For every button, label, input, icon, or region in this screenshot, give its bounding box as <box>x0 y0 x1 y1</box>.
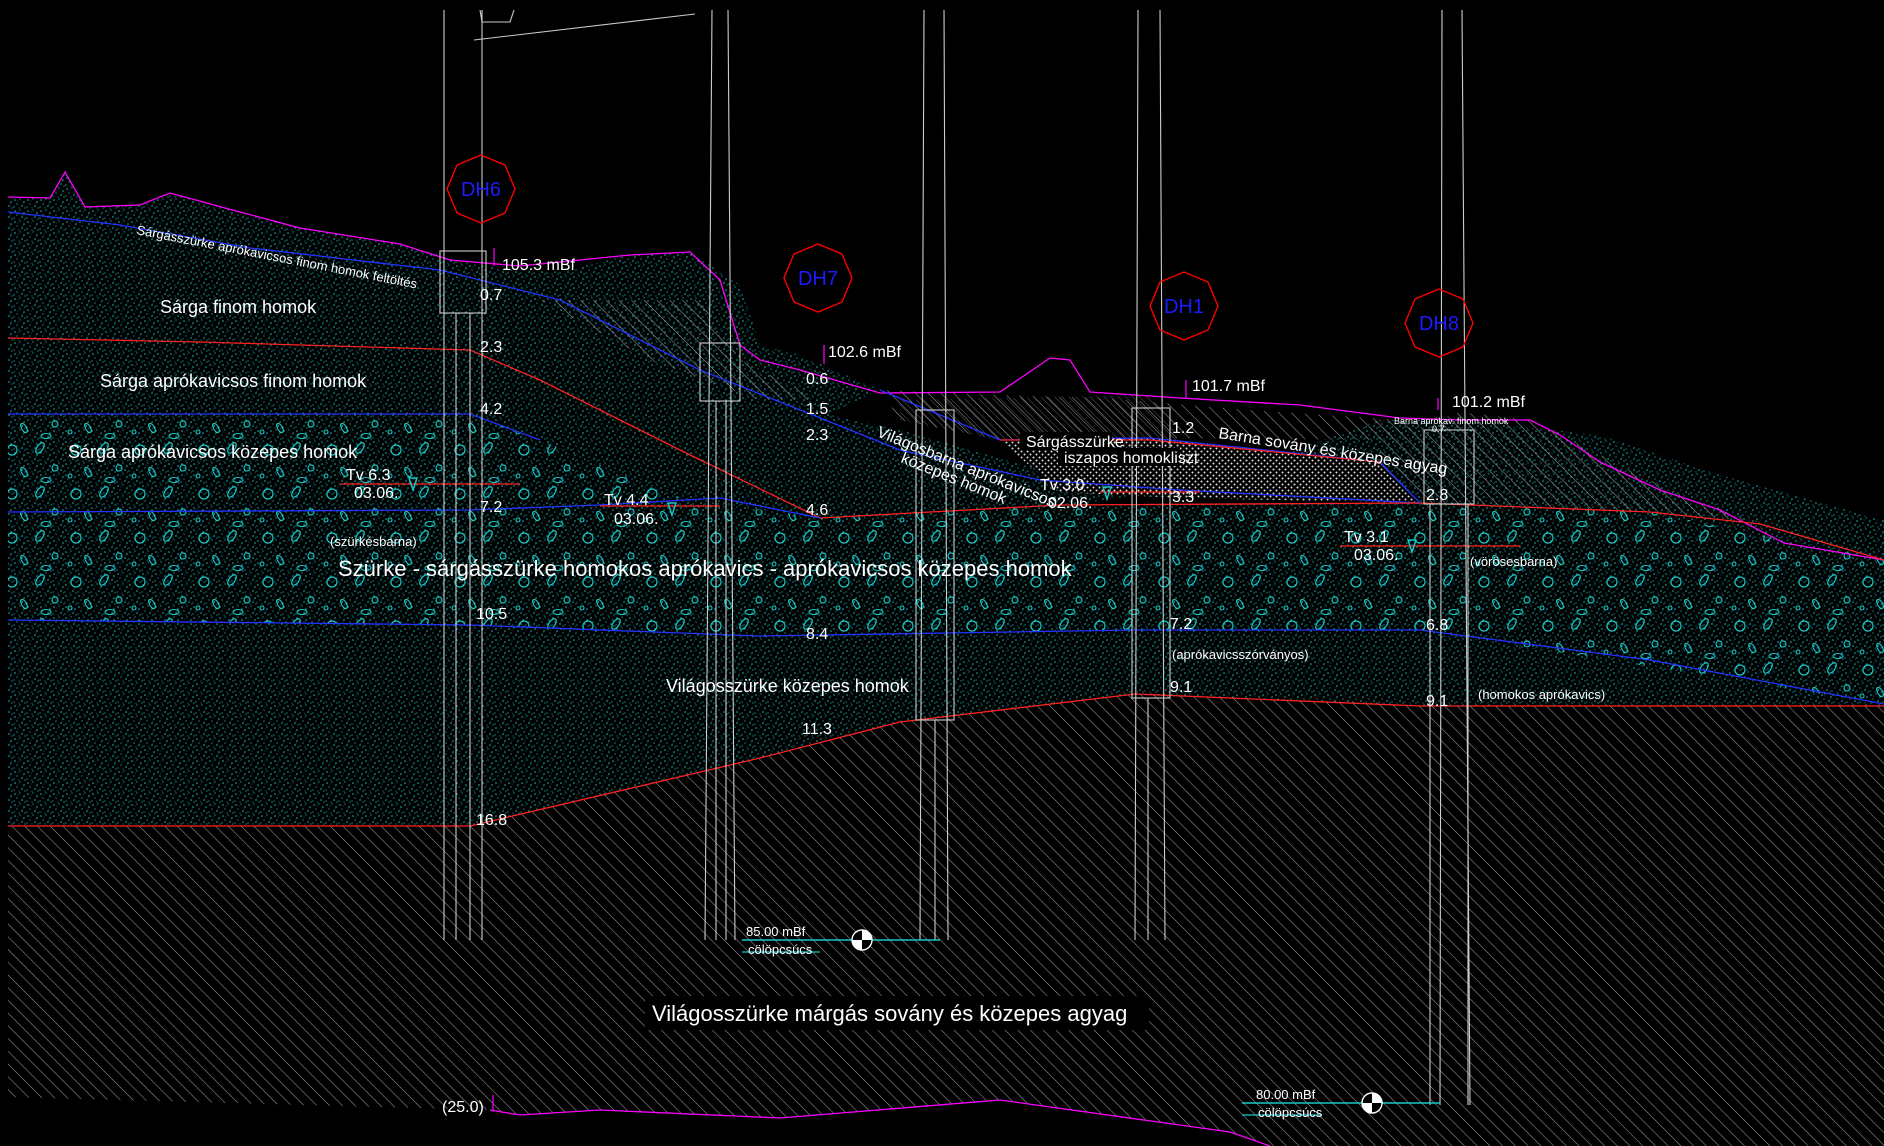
note-reddish-brown: (vörösesbarna) <box>1470 554 1557 569</box>
clay-label: Világosszürke márgás sovány és közepes a… <box>652 1001 1127 1026</box>
main-gravel-label: Szürke - sárgásszürke homokos aprókavics… <box>338 556 1073 581</box>
depth-dh6-7: (25.0) <box>442 1099 484 1116</box>
water-level-dh8: Tv 3.1 <box>1344 529 1389 546</box>
pile-tip-elevation-2: 80.00 mBf <box>1256 1087 1316 1102</box>
depth-dh6-4: 7.2 <box>480 499 502 516</box>
water-table-labels: Tv 6.3 03.06. Tv 4.4 03.06. Tv 3.0 02.06… <box>346 467 1398 564</box>
water-date-dh1: 02.06. <box>1048 495 1092 512</box>
depth-dh1-1: 1.2 <box>1172 420 1194 437</box>
dh6-id: DH6 <box>461 179 501 201</box>
pile-tip-icon <box>851 929 873 951</box>
gravel-zone <box>8 503 1884 704</box>
dh8-marker: DH8 <box>1404 288 1474 358</box>
depth-dh7-3: 2.3 <box>806 427 828 444</box>
soil-layers <box>8 172 1884 1146</box>
depth-dh1-4: 9.1 <box>1170 679 1192 696</box>
note-greyish-brown: (szürkésbarna) <box>330 534 417 549</box>
hatched-block-right <box>1380 420 1760 522</box>
depth-dh7-4: 4.6 <box>806 502 828 519</box>
light-grey-sand-zone <box>8 620 1884 826</box>
light-brown-base-line <box>879 389 1421 504</box>
fill-lens-dh1 <box>900 395 1180 440</box>
depth-dh7-5: 8.4 <box>806 626 828 643</box>
dh7-octagon <box>783 243 853 313</box>
water-date-dh6: 03.06. <box>354 485 398 502</box>
dh7-elevation: 102.6 mBf <box>828 344 901 361</box>
elevation-ticks <box>492 248 1439 1110</box>
water-table-symbols <box>407 477 1418 555</box>
dh6-elevation: 105.3 mBf <box>502 257 575 274</box>
brown-fine-sand-label: Barna aprókav. finom homok <box>1394 416 1509 426</box>
dh1-octagon <box>1149 271 1219 341</box>
notes: (szürkésbarna) (vörösesbarna) (aprókavic… <box>330 534 1605 702</box>
fine-sand-label: Sárga finom homok <box>160 297 317 317</box>
water-level-dh7: Tv 4.4 <box>604 492 649 509</box>
pile-head-shape <box>479 9 515 23</box>
dh8-elevation: 101.2 mBf <box>1452 394 1525 411</box>
dh1-pile-cap <box>1131 407 1171 699</box>
depth-dh8-3: 6.8 <box>1426 617 1448 634</box>
pile-tips <box>742 929 1440 1116</box>
depth-dh6-3: 4.2 <box>480 401 502 418</box>
depth-dh8-4: 9.1 <box>1426 693 1448 710</box>
depth-dh7-2: 1.5 <box>806 401 828 418</box>
gravelly-medium-sand-label: Sárga aprókavicsos közepes homok <box>68 442 358 462</box>
pile-tip-elevation-1: 85.00 mBf <box>746 924 806 939</box>
water-date-dh7: 03.06. <box>614 511 658 528</box>
depth-dh7-6: 11.3 <box>802 721 832 738</box>
depth-dh6-1: 0.7 <box>480 287 502 304</box>
dh1-elevation: 101.7 mBf <box>1192 378 1265 395</box>
pile-tip-label-1: cölöpcsúcs <box>748 942 813 957</box>
ground-elevations: 105.3 mBf 102.6 mBf 101.7 mBf 101.2 mBf <box>502 257 1525 411</box>
depth-dh6-2: 2.3 <box>480 339 502 356</box>
borehole-markers: DH6 DH7 DH1 DH8 <box>446 154 1474 358</box>
gravelly-fine-sand-label: Sárga aprókavicsos finom homok <box>100 371 367 391</box>
dh1-id: DH1 <box>1164 296 1204 318</box>
light-grey-sand-label: Világosszürke közepes homok <box>666 676 910 696</box>
borehole-columns <box>439 9 1475 1106</box>
pile-tip-label-2: cölöpcsúcs <box>1258 1105 1323 1120</box>
dh6-octagon <box>446 154 516 224</box>
dh6-marker: DH6 <box>446 154 516 224</box>
depth-dh6-5: 10.5 <box>476 606 507 623</box>
top-gravel-line <box>819 502 1884 561</box>
gravelly-medium-sand-base-line <box>7 497 821 519</box>
depth-dh7-1: 0.6 <box>806 371 828 388</box>
note-sandy-gravel: (homokos aprókavics) <box>1478 687 1605 702</box>
dh7-id: DH7 <box>798 268 838 290</box>
clay-zone <box>8 694 1884 1146</box>
dh8-octagon <box>1404 288 1474 358</box>
dh7-pile-cap <box>699 342 741 402</box>
pile-tip-labels: 85.00 mBf cölöpcsúcs 80.00 mBf cölöpcsúc… <box>746 924 1323 1120</box>
yellowish-grey-label-2: iszapos homokliszt <box>1064 450 1199 467</box>
depth-dh8-2: 2.8 <box>1426 487 1448 504</box>
bottom-profile-line <box>489 1099 1271 1146</box>
yellowish-grey-label-1: Sárgásszürke <box>1026 434 1124 451</box>
depth-dh1-3: 7.2 <box>1170 616 1192 633</box>
note-gravel-scattered: (aprókavicsszórványos) <box>1172 647 1309 662</box>
gravelly-medium-sand-zone <box>8 414 820 518</box>
dh6-pile-cap <box>439 250 487 314</box>
dh1-marker: DH1 <box>1149 271 1219 341</box>
fill-zone <box>8 172 880 418</box>
fine-sand-base-line <box>7 337 821 519</box>
water-level-dh1: Tv 3.0 <box>1040 477 1085 494</box>
depth-values: 0.7 2.3 4.2 7.2 10.5 16.8 (25.0) 0.6 1.5… <box>442 287 1448 1116</box>
depth-dh8-1: 0.7 <box>1432 424 1445 434</box>
dh8-id: DH8 <box>1419 313 1459 335</box>
ground-surface-line <box>7 170 1884 561</box>
dh7-marker: DH7 <box>783 243 853 313</box>
pile-tip-icon <box>1361 1092 1383 1114</box>
dh8-pile-cap <box>1423 429 1475 505</box>
depth-dh1-2: 3.3 <box>1172 489 1194 506</box>
water-date-dh8: 03.06. <box>1354 547 1398 564</box>
depth-dh6-6: 16.8 <box>476 812 507 829</box>
water-level-dh6: Tv 6.3 <box>346 467 391 484</box>
